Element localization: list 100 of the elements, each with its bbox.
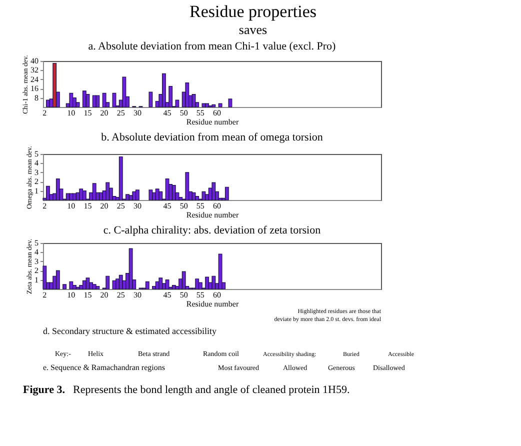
bar — [224, 186, 229, 200]
y-tick-label: 40 — [30, 56, 38, 66]
bar — [202, 191, 206, 200]
bar — [46, 100, 50, 108]
bar — [212, 104, 216, 108]
y-tick-label: 5 — [34, 238, 38, 248]
x-tick-label: 15 — [84, 290, 92, 300]
y-tick-label: 3 — [34, 168, 38, 177]
bar — [122, 76, 126, 108]
bar — [195, 196, 200, 200]
x-tick-label: 20 — [100, 290, 108, 300]
bar — [192, 94, 196, 108]
y-tick-label: 4 — [34, 248, 38, 257]
x-tick-label: 55 — [196, 202, 204, 210]
x-axis-title: Residue number — [186, 118, 239, 126]
bar — [72, 193, 76, 200]
chart-title: a. Absolute deviation from mean Chi-1 value (excl. Pro) — [88, 40, 336, 53]
text: Represents the bond length and angle of cleaned protein 1H59. — [73, 384, 350, 396]
x-tick-label: 25 — [116, 108, 125, 118]
bar — [205, 276, 209, 290]
x-tick-label: 10 — [67, 108, 76, 118]
bar — [178, 196, 182, 200]
x-tick-label: 60 — [212, 202, 221, 210]
x-tick-label: 15 — [84, 202, 92, 210]
x-tick-label: 45 — [163, 202, 172, 210]
y-tick-label: 16 — [30, 84, 38, 94]
bar — [56, 178, 60, 200]
text: saves — [238, 22, 268, 37]
bar — [62, 284, 66, 290]
bar — [218, 254, 222, 290]
bar — [106, 182, 110, 200]
bar — [126, 194, 130, 200]
x-axis-title: Residue number — [186, 210, 239, 220]
x-tick-label: 55 — [196, 108, 204, 118]
bar — [195, 278, 200, 290]
bar — [168, 86, 173, 108]
chart-title: b. Absolute deviation from mean of omega torsion — [101, 131, 324, 144]
text: e. Sequence & Ramachandran regions — [43, 363, 165, 372]
y-tick-label: 32 — [30, 66, 38, 75]
bar — [158, 278, 163, 290]
bar — [152, 192, 156, 200]
y-tick-label: 2 — [34, 266, 38, 276]
y-tick-label: 1 — [34, 186, 38, 196]
bar — [172, 184, 176, 200]
y-tick-label: 8 — [34, 93, 38, 102]
x-tick-label: 55 — [196, 290, 204, 300]
bar — [82, 190, 86, 200]
bar — [96, 286, 100, 290]
bar — [198, 282, 202, 290]
y-tick-label: 3 — [34, 256, 38, 266]
x-tick-label: 20 — [100, 202, 108, 210]
x-axis-title: Residue number — [186, 300, 239, 308]
bar — [82, 280, 86, 290]
caption: Figure 3. — [23, 384, 66, 396]
bar — [116, 278, 120, 290]
y-tick-label: 2 — [34, 177, 38, 186]
bar — [99, 192, 103, 200]
bar — [175, 100, 180, 108]
bar — [118, 156, 123, 200]
x-tick-label: 2 — [42, 108, 47, 118]
x-tick-label: 45 — [163, 108, 172, 118]
x-tick-label: 30 — [133, 290, 142, 300]
bar — [212, 276, 216, 290]
bar — [212, 182, 216, 200]
x-tick-label: 60 — [212, 108, 221, 118]
bar — [69, 92, 74, 108]
bar — [132, 191, 136, 200]
y-tick-label: 4 — [34, 158, 38, 168]
bar — [182, 271, 186, 290]
text: Residue properties — [190, 2, 316, 21]
bar — [106, 276, 110, 290]
bar — [185, 82, 190, 108]
x-tick-label: 50 — [180, 108, 188, 118]
bar — [96, 95, 100, 108]
y-tick-label: 5 — [34, 150, 38, 158]
x-tick-label: 30 — [133, 202, 142, 210]
x-tick-label: 20 — [100, 108, 108, 118]
bar — [228, 98, 232, 108]
x-tick-label: 50 — [180, 290, 188, 300]
chart-title: c. C-alpha chirality: abs. deviation of zeta torsion — [103, 224, 322, 236]
bar — [69, 281, 74, 290]
bar — [145, 281, 150, 290]
bar — [52, 63, 57, 108]
bar — [162, 73, 166, 108]
bar — [42, 266, 47, 290]
bar — [92, 183, 96, 200]
bar — [218, 103, 222, 108]
bar — [56, 270, 60, 290]
bar — [79, 188, 84, 200]
y-tick-label: 24 — [30, 74, 38, 84]
bar — [158, 191, 163, 200]
x-tick-label: 45 — [163, 290, 172, 300]
x-tick-label: 25 — [116, 202, 125, 210]
bar — [202, 103, 206, 108]
bar — [102, 92, 106, 108]
x-tick-label: 50 — [180, 202, 188, 210]
x-tick-label: 10 — [67, 290, 76, 300]
x-tick-label: 25 — [116, 290, 125, 300]
bar — [152, 286, 156, 290]
x-tick-label: 2 — [42, 202, 47, 210]
